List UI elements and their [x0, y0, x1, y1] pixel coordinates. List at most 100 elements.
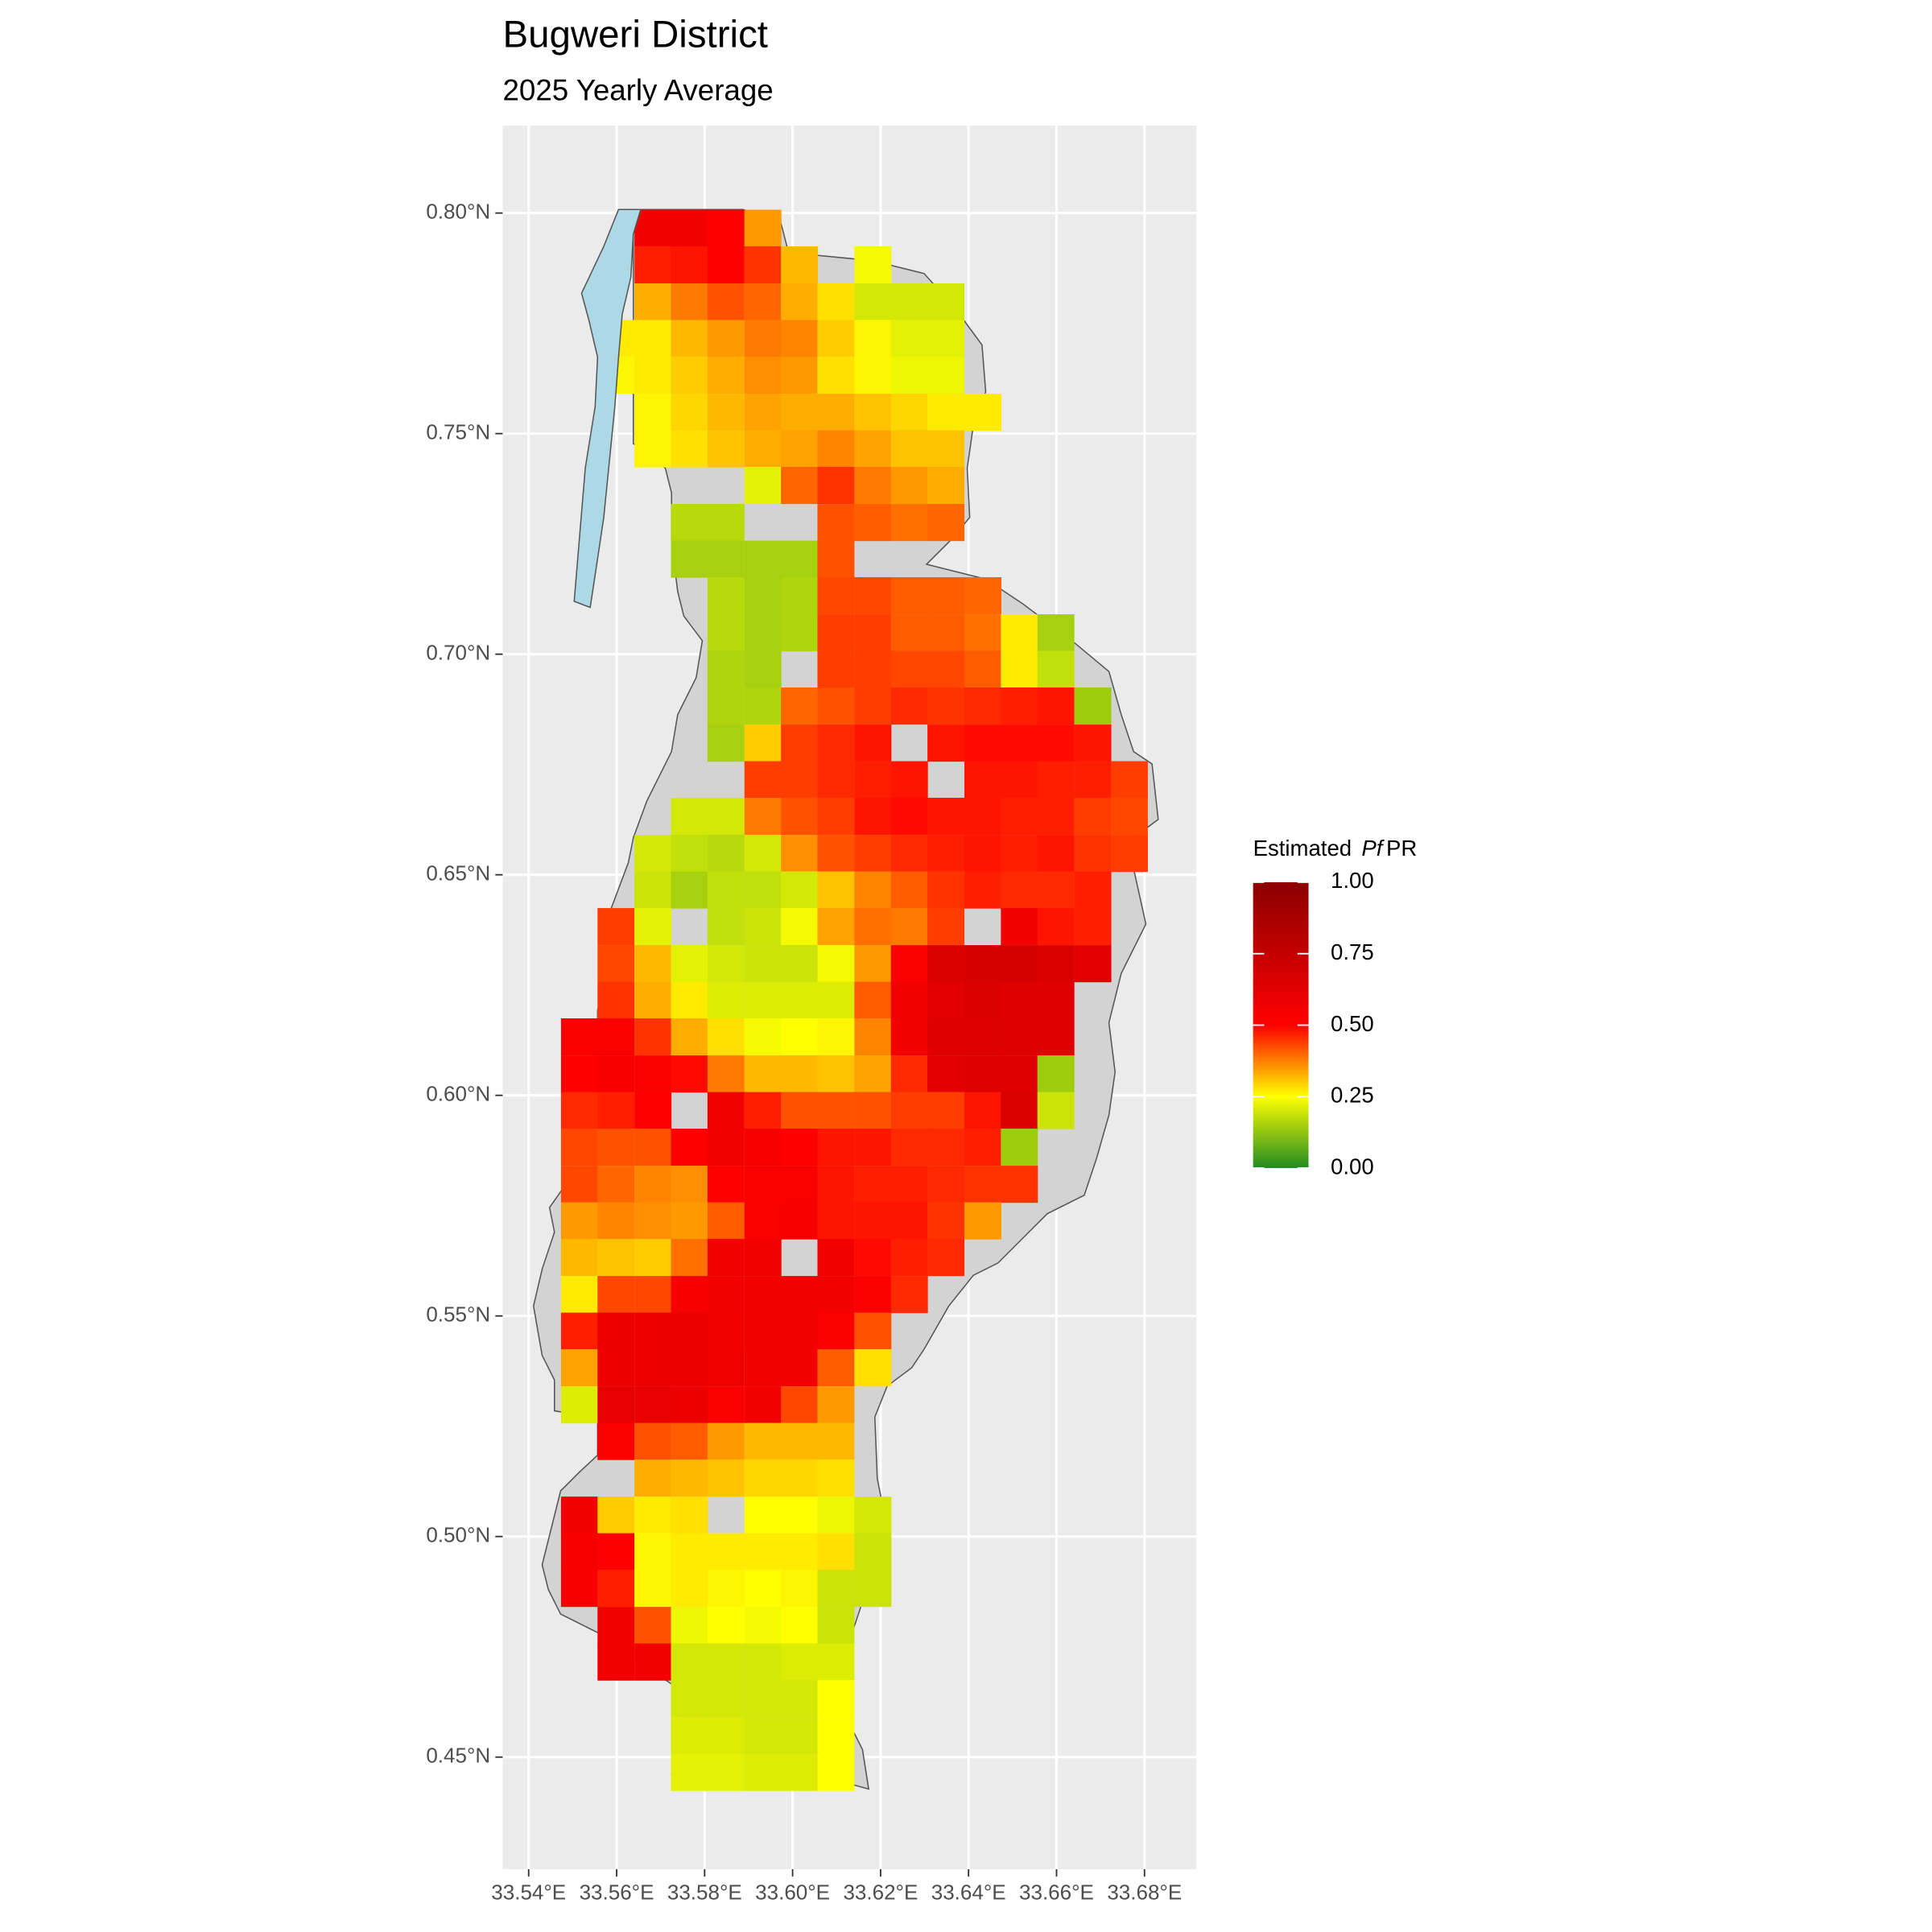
cell — [890, 1018, 928, 1056]
cell — [817, 1018, 855, 1056]
cell — [854, 357, 892, 394]
cell — [634, 1276, 672, 1314]
cell — [964, 1166, 1001, 1203]
cell — [817, 394, 855, 431]
cell — [781, 981, 819, 1019]
cell — [890, 467, 928, 505]
cell — [634, 1643, 672, 1681]
cell — [744, 467, 782, 505]
cell — [707, 320, 745, 357]
cell — [671, 283, 708, 321]
cell — [817, 724, 855, 762]
cell — [1110, 835, 1148, 873]
cell — [854, 1496, 892, 1534]
cell — [854, 1312, 892, 1350]
cell — [781, 614, 819, 652]
cell — [854, 1166, 892, 1203]
cell — [817, 320, 855, 357]
cell — [597, 1055, 635, 1093]
cell — [964, 1018, 1001, 1056]
cell — [927, 577, 965, 615]
cell — [964, 1129, 1001, 1166]
cell — [707, 504, 745, 542]
cell — [707, 1422, 745, 1460]
cell — [744, 1055, 782, 1093]
cell — [597, 1386, 635, 1424]
cell — [744, 1607, 782, 1645]
cell — [634, 1018, 672, 1056]
y-tick-label: 0.45°N — [426, 1744, 490, 1768]
cell — [744, 246, 782, 284]
x-tick-label: 33.60°E — [755, 1880, 830, 1904]
cell — [744, 1459, 782, 1497]
lake — [573, 208, 642, 609]
cell — [634, 1312, 672, 1350]
cell — [597, 1239, 635, 1277]
cell — [964, 724, 1001, 762]
cell — [817, 908, 855, 946]
cell — [854, 1276, 892, 1314]
cell — [927, 981, 965, 1019]
cell — [927, 798, 965, 836]
cell — [817, 1680, 855, 1718]
cell — [634, 1533, 672, 1571]
cell — [781, 871, 819, 909]
cell — [744, 687, 782, 725]
cell — [1074, 908, 1112, 946]
cell — [634, 1496, 672, 1534]
cell — [560, 1166, 598, 1203]
chart-subtitle: 2025 Yearly Average — [502, 73, 773, 106]
cell — [560, 1312, 598, 1350]
x-tick-label: 33.64°E — [931, 1880, 1006, 1904]
cell — [634, 1386, 672, 1424]
cell — [964, 981, 1001, 1019]
cell — [854, 504, 892, 542]
cell — [597, 945, 635, 983]
cell — [890, 650, 928, 688]
cell — [707, 945, 745, 983]
cell — [927, 430, 965, 468]
cell — [927, 357, 965, 394]
cell — [890, 504, 928, 542]
cell — [744, 1533, 782, 1571]
colorbar-label: 0.75 — [1331, 939, 1374, 964]
cell — [597, 1643, 635, 1681]
cell — [1001, 908, 1038, 946]
cell — [927, 1202, 965, 1240]
cell — [634, 945, 672, 983]
cell — [927, 614, 965, 652]
cell — [597, 908, 635, 946]
cell — [781, 1496, 819, 1534]
cell — [634, 871, 672, 909]
cell — [817, 357, 855, 394]
cell — [744, 945, 782, 983]
cell — [1001, 1129, 1038, 1166]
cell — [890, 394, 928, 431]
cell — [597, 1129, 635, 1166]
cell — [1037, 981, 1075, 1019]
y-tick-label: 0.75°N — [426, 420, 490, 444]
y-tick-label: 0.50°N — [426, 1523, 490, 1547]
cell — [744, 1680, 782, 1718]
cell — [707, 871, 745, 909]
y-tick-label: 0.55°N — [426, 1302, 490, 1327]
cell — [597, 1607, 635, 1645]
cell — [964, 1055, 1001, 1093]
cell — [927, 724, 965, 762]
cell — [817, 871, 855, 909]
cell — [817, 540, 855, 578]
cell — [854, 246, 892, 284]
cell — [890, 1055, 928, 1093]
cell — [854, 614, 892, 652]
cell — [707, 1570, 745, 1608]
cell — [781, 1607, 819, 1645]
cell — [744, 1092, 782, 1129]
cell — [1001, 798, 1038, 836]
cell — [890, 430, 928, 468]
cell — [927, 687, 965, 725]
cell — [634, 1092, 672, 1129]
cell — [964, 614, 1001, 652]
cell — [854, 1018, 892, 1056]
cell — [817, 1349, 855, 1387]
cell — [854, 430, 892, 468]
